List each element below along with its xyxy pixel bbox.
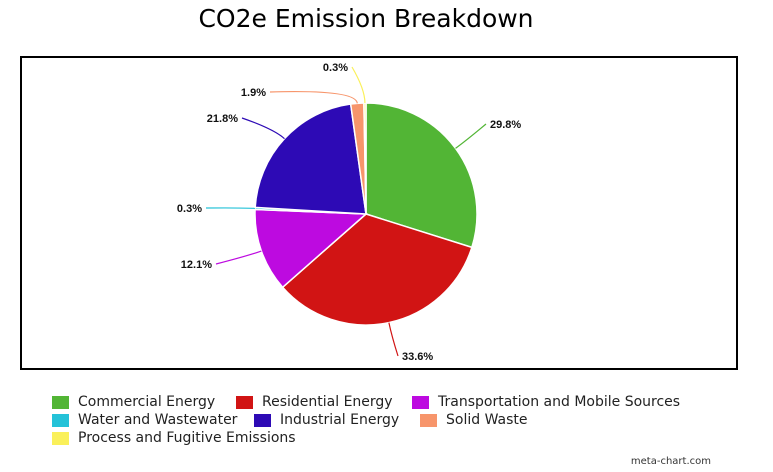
- legend-item[interactable]: Solid Waste: [420, 412, 528, 428]
- legend-swatch: [420, 413, 437, 427]
- legend-swatch: [52, 431, 69, 445]
- legend-label: Process and Fugitive Emissions: [78, 430, 296, 446]
- leader-line: [241, 117, 285, 140]
- watermark: meta-chart.com: [630, 456, 711, 467]
- pie-slice-industrial-energy[interactable]: [254, 103, 367, 215]
- slice-value-label: 29.8%: [490, 119, 521, 131]
- plot-area: 29.8% 33.6% 12.1% 0.3% 21.8% 1.9% 0.3%: [20, 56, 738, 370]
- legend-label: Residential Energy: [262, 394, 393, 410]
- legend-swatch: [412, 395, 429, 409]
- legend-label: Industrial Energy: [280, 412, 400, 428]
- pie-chart: 29.8% 33.6% 12.1% 0.3% 21.8% 1.9% 0.3%: [177, 62, 521, 363]
- slice-value-label: 1.9%: [241, 87, 266, 99]
- legend-label: Solid Waste: [446, 412, 528, 428]
- pie-slice-residential-energy[interactable]: [281, 213, 473, 326]
- legend-item[interactable]: Commercial Energy: [52, 394, 215, 410]
- slice-value-label: 0.3%: [323, 62, 348, 74]
- legend-swatch: [52, 395, 69, 409]
- legend-swatch: [52, 413, 69, 427]
- legend-label: Water and Wastewater: [78, 412, 238, 428]
- legend-swatch: [236, 395, 253, 409]
- legend-item[interactable]: Water and Wastewater: [52, 412, 237, 428]
- leader-line: [388, 322, 399, 357]
- leader-line: [269, 91, 358, 104]
- slice-value-label: 0.3%: [177, 203, 202, 215]
- leader-line: [351, 66, 366, 104]
- chart-title: CO2e Emission Breakdown: [198, 4, 534, 33]
- legend: Commercial Energy Residential Energy Trans…: [52, 394, 732, 454]
- leader-line: [215, 250, 262, 265]
- legend-item[interactable]: Transportation and Mobile Sources: [412, 394, 680, 410]
- legend-label: Commercial Energy: [78, 394, 216, 410]
- legend-swatch: [254, 413, 271, 427]
- slice-value-label: 21.8%: [207, 113, 238, 125]
- legend-item[interactable]: Residential Energy: [236, 394, 393, 410]
- slice-value-label: 12.1%: [181, 259, 212, 271]
- legend-label: Transportation and Mobile Sources: [438, 394, 681, 410]
- legend-item[interactable]: Process and Fugitive Emissions: [52, 430, 296, 446]
- slice-value-label: 33.6%: [402, 351, 433, 363]
- legend-item[interactable]: Industrial Energy: [254, 412, 399, 428]
- pie-slice-transportation-and-mobile-sources[interactable]: [254, 208, 368, 289]
- leader-line: [455, 123, 487, 149]
- pie-slice-process-and-fugitive-emissions[interactable]: [363, 102, 367, 215]
